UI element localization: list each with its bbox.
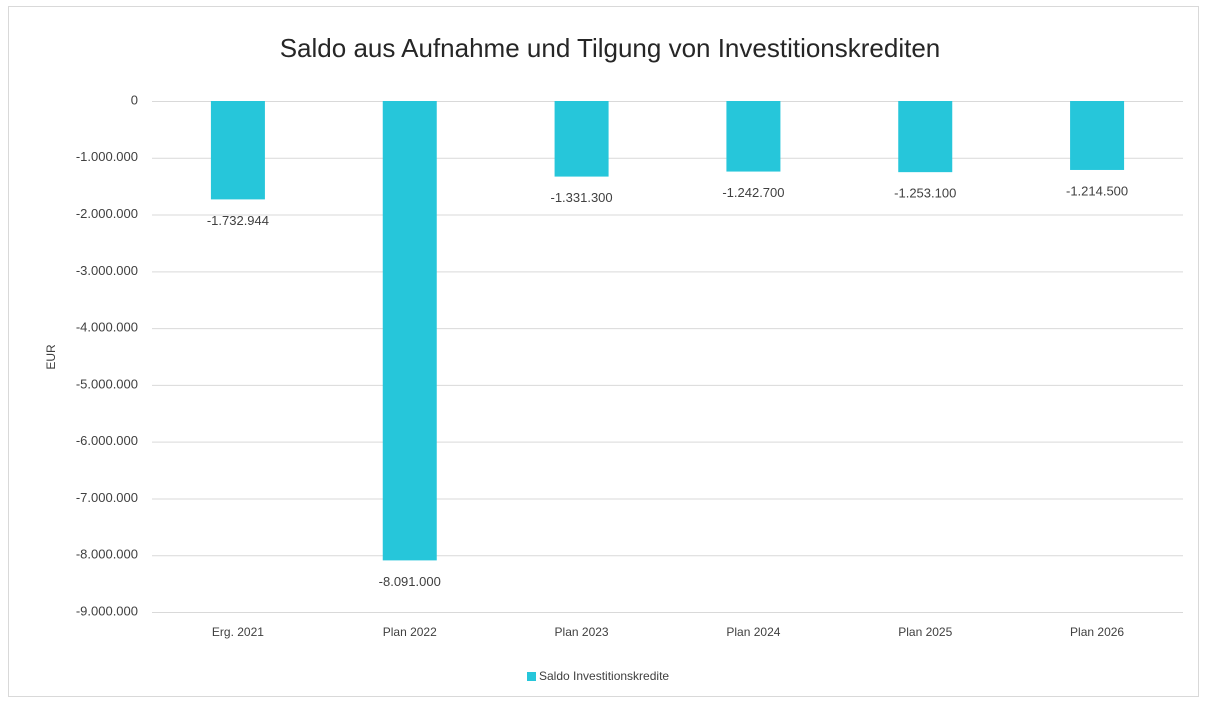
y-tick-label: -5.000.000: [76, 376, 138, 391]
data-label: -1.253.100: [894, 186, 956, 201]
bar: [382, 101, 437, 561]
bar: [898, 101, 953, 173]
data-label: -1.242.700: [722, 185, 784, 200]
y-tick-label: -1.000.000: [76, 149, 138, 164]
x-tick-label: Plan 2022: [383, 625, 437, 639]
x-tick-label: Plan 2024: [726, 625, 780, 639]
data-label: -1.331.300: [550, 190, 612, 205]
y-axis-label: EUR: [44, 344, 58, 370]
chart-title: Saldo aus Aufnahme und Tilgung von Inves…: [280, 33, 941, 63]
y-tick-label: -3.000.000: [76, 263, 138, 278]
x-tick-label: Plan 2025: [898, 625, 952, 639]
y-tick-label: -6.000.000: [76, 433, 138, 448]
x-tick-label: Plan 2026: [1070, 625, 1124, 639]
y-tick-label: -9.000.000: [76, 603, 138, 618]
y-tick-label: -4.000.000: [76, 320, 138, 335]
y-tick-label: -2.000.000: [76, 206, 138, 221]
bar: [554, 101, 609, 177]
x-tick-label: Plan 2023: [555, 625, 609, 639]
y-tick-label: -8.000.000: [76, 547, 138, 562]
bar: [210, 101, 265, 200]
y-tick-label: -7.000.000: [76, 490, 138, 505]
bar: [1070, 101, 1125, 170]
data-label: -1.732.944: [207, 213, 269, 228]
y-tick-label: 0: [131, 92, 138, 107]
data-label: -8.091.000: [379, 574, 441, 589]
legend-label: Saldo Investitionskredite: [539, 669, 669, 683]
x-tick-label: Erg. 2021: [212, 625, 264, 639]
bar: [726, 101, 781, 172]
legend-swatch: [527, 672, 536, 681]
data-label: -1.214.500: [1066, 183, 1128, 198]
